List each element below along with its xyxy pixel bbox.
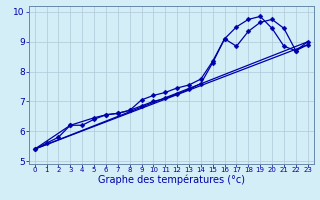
X-axis label: Graphe des températures (°c): Graphe des températures (°c) <box>98 175 245 185</box>
